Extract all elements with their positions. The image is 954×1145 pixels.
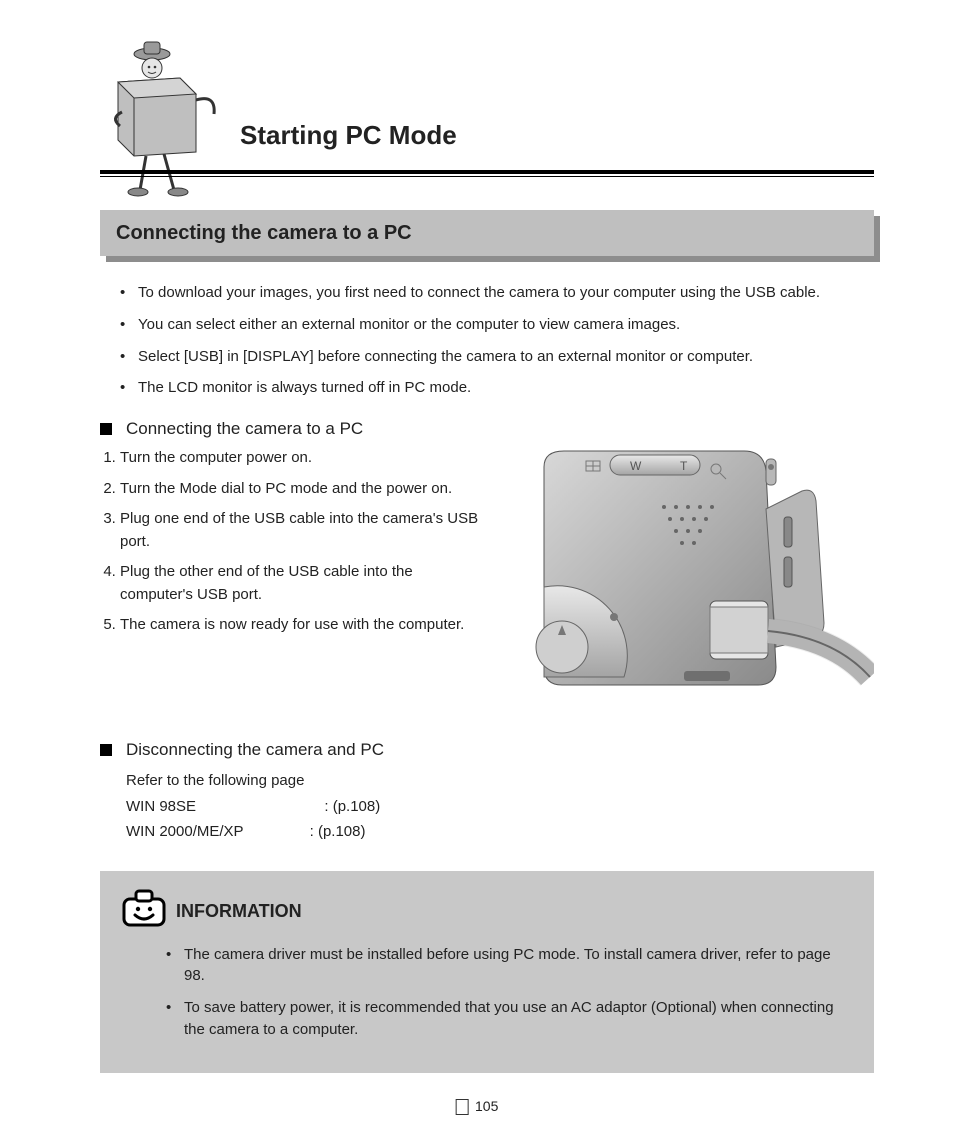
section-banner-title: Connecting the camera to a PC	[100, 210, 874, 256]
disconnect-other: WIN 2000/ME/XP : (p.108)	[126, 819, 874, 845]
information-box: INFORMATION The camera driver must be in…	[100, 871, 874, 1073]
section-banner: Connecting the camera to a PC	[100, 210, 874, 256]
header-rule-thick	[100, 170, 874, 174]
camera-illustration: W T	[514, 447, 874, 712]
intro-bullet: Select [USB] in [DISPLAY] before connect…	[120, 346, 874, 368]
svg-text:W: W	[630, 459, 642, 473]
intro-bullets: To download your images, you first need …	[100, 282, 874, 399]
disconnect-section: Disconnecting the camera and PC Refer to…	[100, 740, 874, 845]
other-page: : (p.108)	[310, 823, 366, 840]
svg-text:T: T	[680, 459, 688, 473]
header-rule-thin	[100, 176, 874, 177]
intro-bullet: You can select either an external monito…	[120, 314, 874, 336]
info-bullet: The camera driver must be installed befo…	[166, 944, 852, 988]
page-header: Starting PC Mode	[100, 40, 874, 180]
disconnect-section-title: Disconnecting the camera and PC	[100, 740, 874, 760]
camera-smile-icon	[122, 889, 166, 934]
win98-page: : (p.108)	[324, 798, 380, 815]
intro-bullet: To download your images, you first need …	[120, 282, 874, 304]
connect-section: Connecting the camera to a PC Turn the c…	[100, 419, 874, 712]
disconnect-refer: Refer to the following page	[126, 768, 874, 794]
page-title: Starting PC Mode	[240, 120, 457, 151]
page-number: 105	[456, 1098, 499, 1115]
other-label: WIN 2000/ME/XP	[126, 823, 243, 840]
step: Turn the computer power on.	[120, 447, 486, 470]
connect-steps: Turn the computer power on. Turn the Mod…	[100, 447, 486, 637]
win98-label: WIN 98SE	[126, 798, 196, 815]
connect-section-title: Connecting the camera to a PC	[100, 419, 874, 439]
info-title: INFORMATION	[176, 901, 302, 922]
page-number-value: 105	[475, 1098, 498, 1114]
step: Turn the Mode dial to PC mode and the po…	[120, 478, 486, 501]
step: Plug the other end of the USB cable into…	[120, 561, 486, 606]
page: Starting PC Mode Connecting the camera t…	[0, 0, 954, 1145]
step: The camera is now ready for use with the…	[120, 614, 486, 637]
intro-bullet: The LCD monitor is always turned off in …	[120, 377, 874, 399]
step: Plug one end of the USB cable into the c…	[120, 508, 486, 553]
info-bullet: To save battery power, it is recommended…	[166, 997, 852, 1041]
disconnect-win98: WIN 98SE : (p.108)	[126, 794, 874, 820]
